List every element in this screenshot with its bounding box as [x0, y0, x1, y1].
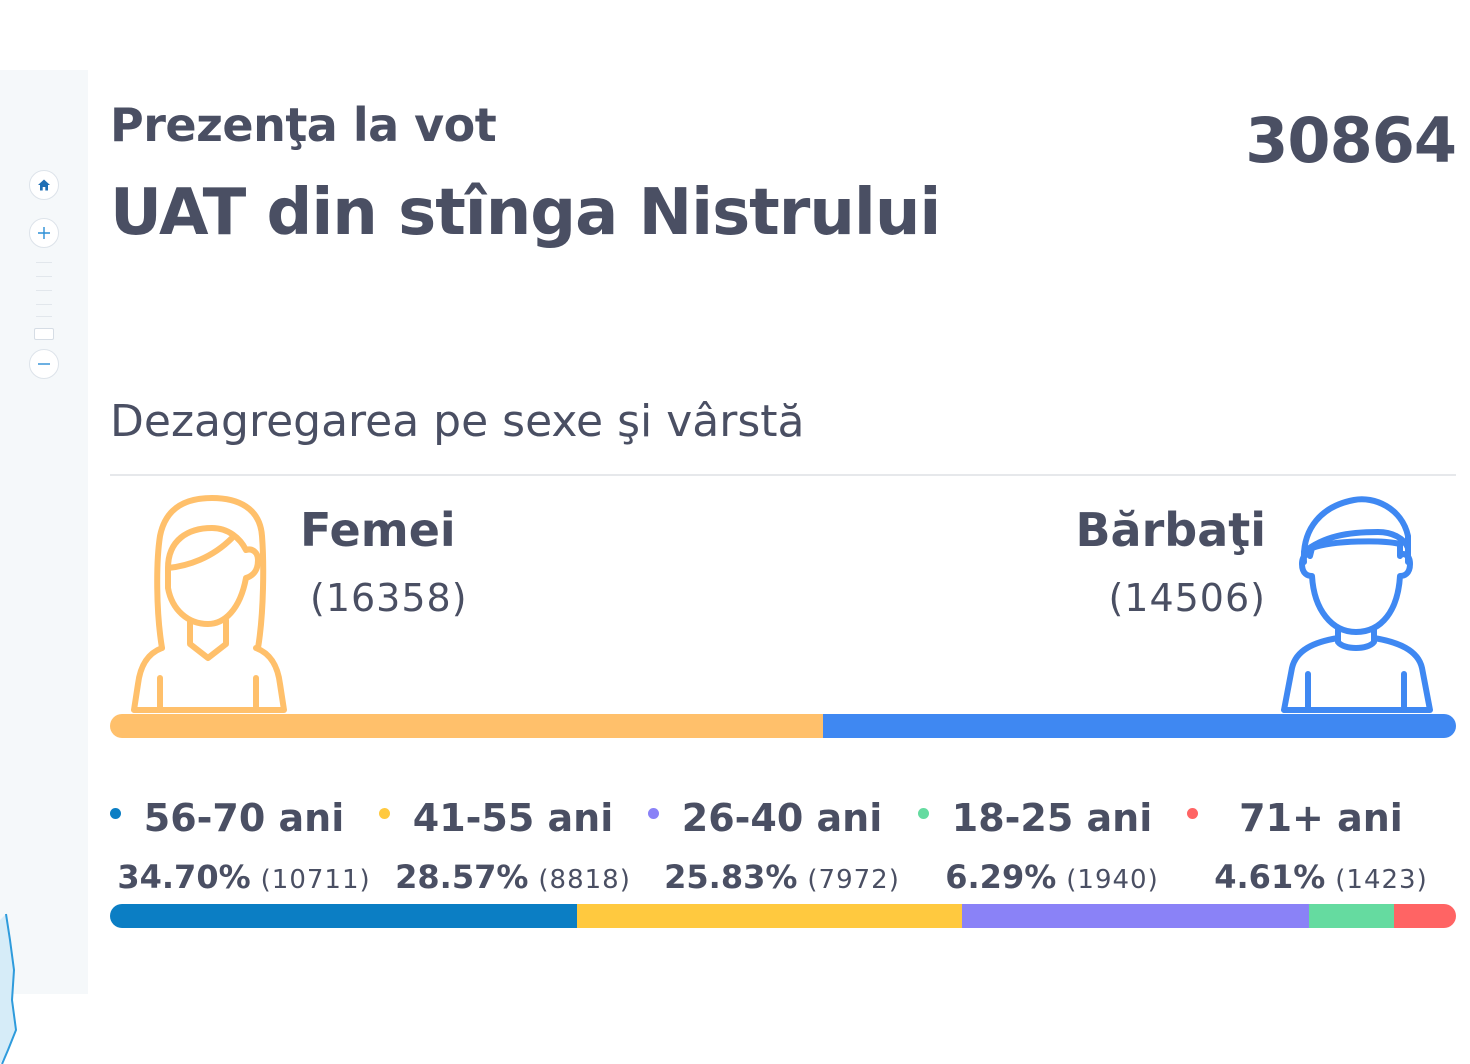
total-voters: 30864 — [1245, 104, 1457, 177]
zoom-tick — [36, 290, 52, 291]
age-bar — [110, 904, 1456, 928]
section-title: Dezagregarea pe sexe şi vârstă — [110, 396, 805, 447]
zoom-out-button[interactable] — [29, 349, 59, 379]
age-group-label: 41-55 ani — [412, 796, 614, 840]
age-group-count: (1940) — [1066, 865, 1159, 895]
zoom-control — [29, 170, 63, 385]
gender-bar-segment-female[interactable] — [110, 714, 824, 738]
zoom-tick — [36, 316, 52, 317]
age-bar-segment[interactable] — [1309, 904, 1394, 928]
age-group-percent: 28.57% — [395, 858, 529, 896]
female-count: (16358) — [310, 576, 468, 620]
gender-bar-segment-male[interactable] — [823, 714, 1456, 738]
gender-bar — [110, 714, 1456, 738]
age-bar-segment[interactable] — [961, 904, 1310, 928]
male-person-icon — [1281, 496, 1433, 713]
zoom-tick — [36, 304, 52, 305]
turnout-panel: Prezenţa la vot UAT din stînga Nistrului… — [110, 0, 1457, 994]
map-region-shape — [0, 913, 18, 1064]
zoom-in-button[interactable] — [29, 218, 59, 248]
zoom-tick — [36, 276, 52, 277]
age-group-values: 6.29% (1940) — [918, 858, 1186, 896]
male-count: (14506) — [1108, 576, 1266, 620]
age-group-values: 4.61% (1423) — [1187, 858, 1455, 896]
age-group-count: (1423) — [1335, 865, 1428, 895]
female-person-icon — [131, 495, 287, 713]
male-label: Bărbaţi — [1075, 503, 1266, 557]
zoom-tick — [36, 262, 52, 263]
divider — [110, 474, 1456, 476]
age-group-percent: 6.29% — [945, 858, 1057, 896]
legend-dot — [379, 808, 390, 819]
map-panel — [0, 70, 88, 1064]
age-group-count: (10711) — [260, 865, 371, 895]
age-group-label: 71+ ani — [1239, 796, 1403, 840]
legend-dot — [918, 808, 929, 819]
panel-subtitle: Prezenţa la vot — [110, 98, 497, 152]
age-legend: 56-70 ani 34.70% (10711) 41-55 ani 28.57% (88… — [110, 796, 1456, 906]
home-icon[interactable] — [29, 170, 59, 200]
age-group-values: 28.57% (8818) — [379, 858, 647, 896]
age-group-label: 26-40 ani — [681, 796, 883, 840]
age-group-count: (8818) — [538, 865, 631, 895]
age-bar-segment[interactable] — [110, 904, 578, 928]
legend-dot — [1187, 808, 1198, 819]
age-group-label: 56-70 ani — [143, 796, 345, 840]
plus-icon — [38, 227, 50, 239]
age-group-percent: 4.61% — [1214, 858, 1326, 896]
age-group-values: 25.83% (7972) — [648, 858, 916, 896]
age-group-label: 18-25 ani — [951, 796, 1153, 840]
minus-icon — [38, 363, 50, 365]
zoom-slider-handle[interactable] — [34, 328, 54, 340]
region-title: UAT din stînga Nistrului — [110, 176, 941, 250]
age-bar-segment[interactable] — [577, 904, 962, 928]
age-group-percent: 25.83% — [664, 858, 798, 896]
age-bar-segment[interactable] — [1393, 904, 1456, 928]
female-label: Femei — [300, 503, 456, 557]
age-group-values: 34.70% (10711) — [110, 858, 378, 896]
legend-dot — [648, 808, 659, 819]
legend-dot — [110, 808, 121, 819]
age-group-percent: 34.70% — [117, 858, 251, 896]
age-group-count: (7972) — [807, 865, 900, 895]
